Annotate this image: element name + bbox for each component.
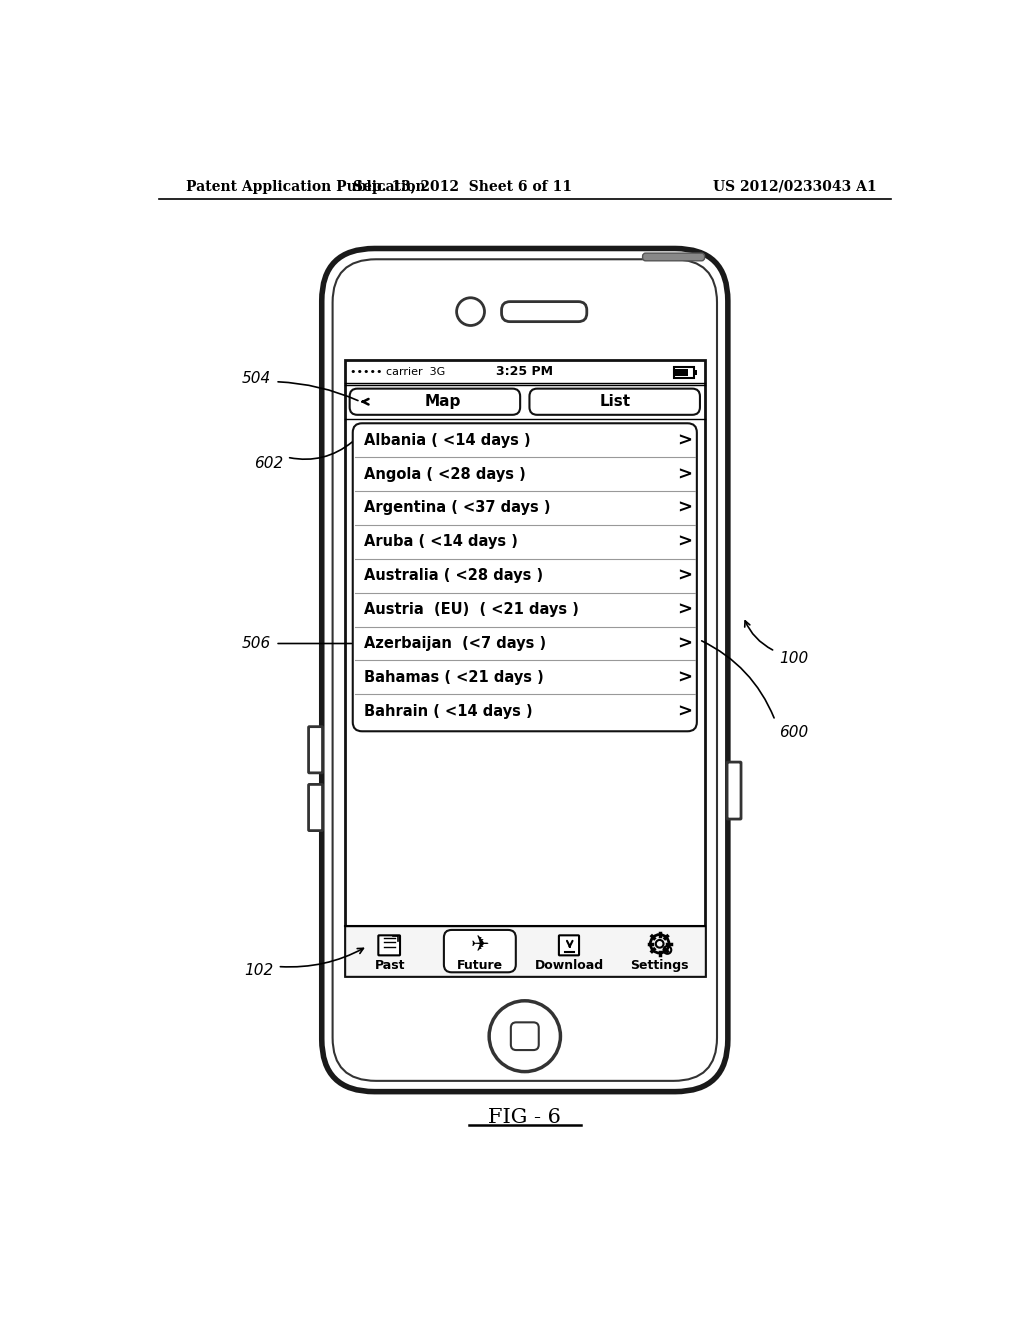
FancyBboxPatch shape [559, 936, 579, 956]
Text: Angola ( <28 days ): Angola ( <28 days ) [364, 466, 525, 482]
FancyBboxPatch shape [511, 1022, 539, 1051]
Text: Past: Past [375, 958, 406, 972]
Text: Map: Map [425, 395, 461, 409]
Text: Patent Application Publication: Patent Application Publication [186, 180, 426, 194]
Text: >: > [677, 601, 692, 619]
Text: Australia ( <28 days ): Australia ( <28 days ) [364, 568, 543, 583]
FancyBboxPatch shape [352, 424, 697, 731]
Text: Argentina ( <37 days ): Argentina ( <37 days ) [364, 500, 550, 516]
FancyBboxPatch shape [502, 302, 587, 322]
Bar [674, 367, 693, 378]
Text: >: > [677, 465, 692, 483]
FancyBboxPatch shape [322, 248, 728, 1092]
Text: Future: Future [457, 958, 503, 972]
Text: FIG - 6: FIG - 6 [488, 1107, 561, 1126]
Text: 504: 504 [242, 371, 271, 387]
Text: US 2012/0233043 A1: US 2012/0233043 A1 [713, 180, 877, 194]
Text: >: > [677, 635, 692, 652]
FancyBboxPatch shape [529, 388, 700, 414]
FancyBboxPatch shape [727, 762, 741, 818]
Text: 3:25 PM: 3:25 PM [497, 366, 553, 379]
Bar [675, 368, 687, 376]
Text: >: > [677, 432, 692, 449]
Bar [693, 370, 697, 375]
Text: >: > [677, 499, 692, 517]
Text: Sep. 13, 2012  Sheet 6 of 11: Sep. 13, 2012 Sheet 6 of 11 [353, 180, 572, 194]
FancyBboxPatch shape [308, 726, 323, 774]
Text: Aruba ( <14 days ): Aruba ( <14 days ) [364, 535, 517, 549]
Text: Settings: Settings [631, 958, 689, 972]
Text: ••••• carrier  3G: ••••• carrier 3G [349, 367, 444, 376]
Text: >: > [677, 533, 692, 550]
Text: >: > [677, 668, 692, 686]
Text: Download: Download [536, 958, 604, 972]
FancyBboxPatch shape [378, 936, 400, 956]
Bar [345, 360, 705, 977]
Text: 600: 600 [779, 725, 808, 739]
Text: 102: 102 [245, 962, 273, 978]
Text: >: > [677, 566, 692, 585]
Text: Albania ( <14 days ): Albania ( <14 days ) [364, 433, 530, 447]
Text: ✈: ✈ [471, 936, 489, 956]
FancyBboxPatch shape [643, 253, 705, 261]
Text: >: > [677, 702, 692, 721]
Text: 100: 100 [779, 651, 808, 667]
FancyBboxPatch shape [349, 388, 520, 414]
FancyBboxPatch shape [308, 784, 323, 830]
Text: Bahamas ( <21 days ): Bahamas ( <21 days ) [364, 669, 544, 685]
Text: 602: 602 [254, 455, 283, 471]
Text: Azerbaijan  (<7 days ): Azerbaijan (<7 days ) [364, 636, 546, 651]
Text: Austria  (EU)  ( <21 days ): Austria (EU) ( <21 days ) [364, 602, 579, 618]
Text: 506: 506 [242, 636, 271, 651]
Bar [345, 927, 705, 977]
Text: List: List [599, 395, 630, 409]
FancyBboxPatch shape [443, 929, 516, 973]
FancyBboxPatch shape [333, 259, 717, 1081]
Text: Bahrain ( <14 days ): Bahrain ( <14 days ) [364, 704, 532, 719]
